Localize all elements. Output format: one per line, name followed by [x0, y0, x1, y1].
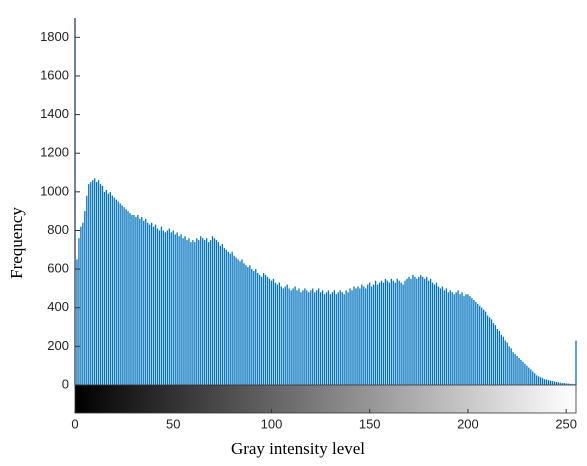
y-tick-label: 0: [62, 376, 69, 391]
x-tick-label: 50: [166, 416, 180, 431]
y-axis-label: Frequency: [7, 207, 26, 279]
y-tick-label: 1800: [40, 29, 69, 44]
y-tick-label: 400: [47, 299, 69, 314]
y-tick-label: 200: [47, 338, 69, 353]
x-tick-label: 100: [261, 416, 283, 431]
y-tick-label: 1400: [40, 106, 69, 121]
y-tick-label: 600: [47, 261, 69, 276]
y-tick-label: 800: [47, 222, 69, 237]
x-tick-label: 0: [71, 416, 78, 431]
y-tick-label: 1000: [40, 183, 69, 198]
x-tick-label: 250: [555, 416, 577, 431]
colorbar: [74, 384, 577, 414]
x-axis-label: Gray intensity level: [231, 439, 365, 458]
x-tick-label: 200: [457, 416, 479, 431]
y-tick-label: 1200: [40, 145, 69, 160]
y-tick-label: 1600: [40, 67, 69, 82]
x-tick-label: 150: [359, 416, 381, 431]
